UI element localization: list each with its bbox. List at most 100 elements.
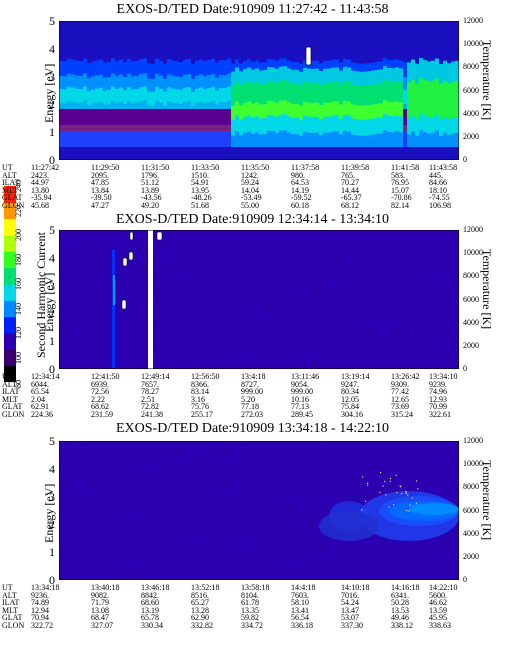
spectrogram-cell — [415, 63, 420, 85]
spectrogram-cell — [131, 21, 136, 62]
ephemeris-cell: 65.27 — [191, 598, 209, 608]
spectrogram-cell — [139, 496, 141, 499]
spectrogram-cell — [218, 520, 220, 522]
spectrogram-cell — [375, 147, 380, 160]
spectrogram-cell — [260, 483, 262, 485]
ephemeris-cell: 9309. — [391, 379, 409, 389]
spectrogram-cell — [195, 469, 197, 471]
spectrogram-cell — [167, 59, 172, 75]
spectrogram-cell — [75, 131, 80, 148]
spectrogram-cell — [239, 147, 244, 160]
spectrogram-cell — [241, 306, 243, 309]
ephemeris-cell: 51.12 — [141, 178, 159, 188]
y2-tick-label: 2000 — [463, 131, 479, 141]
spectrogram-cell — [143, 248, 145, 250]
spectrogram-cell — [219, 88, 224, 103]
ephemeris-cell: 583. — [391, 170, 405, 180]
spectrogram-cell — [176, 487, 178, 490]
spectrogram-cell — [295, 83, 300, 105]
spectrogram-cell — [83, 58, 88, 75]
spectrogram-cell — [137, 505, 139, 507]
spectrogram-cell — [237, 535, 239, 537]
spectrogram-cell — [71, 125, 76, 132]
ephemeris-cell: 13.53 — [391, 605, 409, 615]
ephemeris-cell: 6044. — [31, 379, 49, 389]
ephemeris-row-label: GLAT — [2, 402, 23, 412]
spectrogram-cell — [167, 131, 172, 148]
spectrogram-cell — [392, 504, 395, 506]
spectrogram-cell — [247, 131, 252, 148]
ephemeris-row-label: GLAT — [2, 193, 23, 203]
spectrogram-cell — [157, 500, 159, 502]
ephemeris-cell: 13:19:14 — [341, 372, 370, 381]
spectrogram-cell — [323, 60, 328, 77]
spectrogram-cell — [359, 105, 364, 121]
spectrogram-cell — [72, 345, 74, 347]
ephemeris-cell: 327.07 — [91, 621, 113, 630]
spectrogram-cell — [85, 449, 87, 451]
spectrogram-cell — [191, 63, 196, 80]
colorbar-segment — [4, 235, 16, 252]
spectrogram-cell — [419, 114, 424, 131]
spectrogram-cell — [443, 21, 448, 62]
colorbar-tick-label: 140 — [14, 302, 23, 315]
spectrogram-cell — [119, 101, 124, 110]
spectrogram-cell — [383, 58, 388, 74]
spectrogram-cell — [271, 67, 276, 82]
spectrogram-cell — [199, 74, 204, 88]
spectrogram-cell — [343, 80, 348, 102]
spectrogram-cell — [275, 60, 280, 77]
spectrogram-cell — [64, 233, 66, 235]
spectrogram-cell — [236, 306, 238, 308]
spectrogram-cell — [254, 286, 256, 289]
ephemeris-cell: 224.36 — [31, 410, 53, 419]
spectrogram-cell — [263, 133, 268, 148]
spectrogram-cell — [161, 299, 163, 301]
spectrogram-cell — [199, 125, 204, 132]
colorbar-tick-label: 180 — [14, 253, 23, 266]
spectrogram-cell — [423, 147, 428, 160]
spectrogram-cell — [168, 552, 170, 555]
ephemeris-cell: 11:27:42 — [31, 163, 60, 172]
spectrogram-cell — [423, 116, 428, 133]
spectrogram-cell — [283, 100, 288, 115]
spectrogram-cell — [157, 281, 159, 283]
colorbar-segment — [4, 267, 16, 285]
spectrogram-cell — [200, 241, 202, 243]
spectrogram-cell — [399, 68, 404, 83]
ephemeris-cell: 83.14 — [191, 387, 209, 397]
spectrogram-cell — [353, 576, 355, 578]
spectrogram-cell — [256, 457, 259, 459]
spectrogram-cell — [372, 476, 374, 478]
spectrogram-cell — [87, 147, 92, 160]
spectrogram-cell — [84, 456, 86, 458]
spectrogram-cell — [299, 147, 304, 160]
spectrogram-cell — [363, 85, 368, 107]
spectrogram-cell — [387, 115, 392, 133]
colorbar-tick-label: 200 — [14, 229, 23, 241]
spectrogram-cell — [183, 87, 188, 103]
spectrogram-cell — [223, 147, 228, 160]
spectrogram-cell — [174, 460, 176, 463]
spectrogram-cell — [275, 102, 280, 118]
spectrogram-cell — [196, 482, 198, 485]
spectrogram-cell — [443, 60, 448, 82]
spectrogram-cell — [111, 100, 116, 110]
spectrogram-cell — [371, 299, 374, 302]
spectrogram-cell — [59, 273, 61, 276]
spectrogram-cell — [239, 85, 244, 106]
spectrogram-cell — [395, 115, 400, 132]
spectrogram-cell — [267, 147, 272, 160]
spectrogram-cell — [95, 88, 100, 104]
spectrogram-cell — [99, 109, 104, 126]
spectrogram-cell — [395, 147, 400, 160]
spectrogram-cell — [256, 234, 259, 236]
y-tick-label: 3 — [49, 69, 55, 84]
colorbar-segment — [4, 202, 16, 220]
spectrogram-cell — [219, 147, 224, 160]
spectrogram-cell — [273, 347, 275, 349]
spectrogram-cell — [107, 109, 112, 126]
spectrogram-cell — [149, 525, 151, 528]
spectrogram-cell — [65, 253, 67, 255]
spectrogram-cell — [323, 102, 328, 118]
